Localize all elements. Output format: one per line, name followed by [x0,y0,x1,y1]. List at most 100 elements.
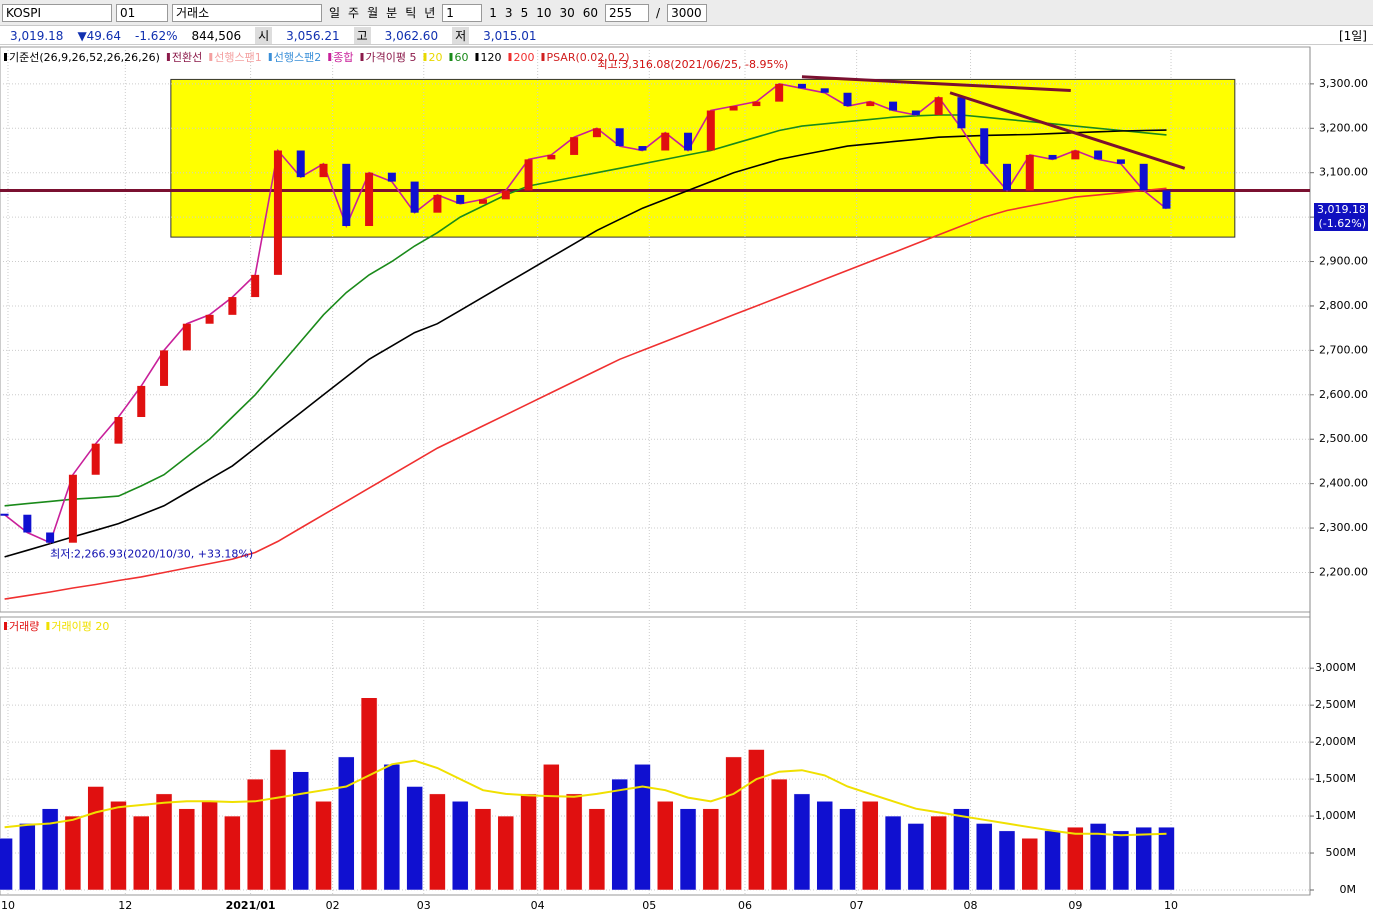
volume-bar [1044,830,1061,891]
volume-bar [862,801,879,891]
candle [319,163,328,178]
legend-swatch [328,53,332,61]
interval-button[interactable]: 3 [504,5,513,20]
candle [1116,159,1125,164]
volume-bar [816,801,833,891]
legend-item: 선행스팬1 [214,51,261,64]
timeframe[interactable]: [1일] [1338,29,1367,43]
candle [1002,163,1011,191]
candle [957,97,966,129]
count-select[interactable]: 1 [442,3,483,22]
volume-bar [793,793,811,891]
max-bars-input[interactable]: 3000 [667,3,708,22]
price-line [4,83,1167,544]
bars-input[interactable]: 255 [605,3,650,22]
market-input[interactable]: 거래소 [172,3,322,22]
x-tick-label: 08 [964,899,978,912]
candle [456,194,465,204]
x-tick-label: 05 [642,899,656,912]
legend-swatch [508,53,512,61]
symbol-input[interactable]: KOSPI [2,3,112,22]
volume-bar [998,830,1016,891]
code-input[interactable]: 01 [116,3,168,22]
separator: / [656,5,661,20]
candle [934,97,943,115]
x-tick-label: 04 [531,899,545,912]
interval-button[interactable]: 5 [520,5,529,20]
legend-item: 전환선 [172,51,202,64]
volume-bar [748,749,765,891]
candle [592,128,601,138]
candle [1025,154,1034,191]
candle [68,474,77,543]
volume-bar [679,808,697,891]
candle [684,132,693,151]
period-button[interactable]: 주 [348,6,360,20]
interval-button[interactable]: 60 [582,5,599,20]
candle [615,128,624,147]
period-button[interactable]: 월 [367,6,379,20]
volume-bar [930,815,947,891]
low-label: 저 [452,27,470,44]
volume-bar [1135,826,1152,891]
volume-bar [884,815,902,891]
open: 3,056.21 [286,28,340,43]
y-tick-label: 2,600.00 [1319,388,1368,401]
candle [661,132,670,151]
y-tick-label: 500M [1326,846,1357,859]
volume-bar [64,815,82,891]
period-button[interactable]: 년 [424,6,436,20]
y-tick-label: 2,000M [1315,735,1356,748]
interval-button[interactable]: 1 [489,5,497,20]
legend-item: 200 [513,51,534,64]
candle [547,154,556,160]
volume-bar [634,764,651,891]
chart: 10 12 2021/01 02 03 04 05 06 07 08 09 10 2,200.00 2,3… [0,46,1368,912]
volume-bar [975,823,993,891]
y-tick-label: 2,400.00 [1319,477,1368,490]
volume-bar [1067,826,1084,891]
period-button[interactable]: 일 [329,6,341,20]
volume-bar [155,793,173,891]
volume-bar [383,764,401,891]
legend-swatch [46,622,50,630]
high-label: 고 [353,27,371,44]
quote-bar: 3,019.18 ▼49.64 -1.62% 844,506 시 3,056.2… [0,27,1373,45]
legend-item: 가격이평 5 [366,51,417,64]
moving-average [4,129,1167,558]
legend-item: 거래량 [9,620,39,633]
candle [570,137,579,155]
volume-bar [224,815,241,891]
candle [911,110,920,115]
candle [1139,163,1148,191]
y-tick-label: 1,000M [1315,809,1356,822]
volume-bar [292,771,309,891]
volume-bar [543,764,560,891]
candle [729,106,738,111]
volume-bar [474,808,492,891]
volume-bar [360,697,378,891]
candle [478,199,487,204]
candle [182,323,191,351]
volume-bar [19,823,36,891]
candle [114,417,123,444]
y-tick-label: 2,900.00 [1319,255,1368,268]
trendline [801,75,1071,93]
legend-swatch [4,53,7,61]
candle [91,443,100,475]
volume-bar [338,756,355,891]
y-tick-label: 1,500M [1315,772,1356,785]
x-tick-label: 10 [1164,899,1178,912]
y-tick-label: 3,000M [1315,661,1356,674]
y-tick-label: 0M [1340,883,1357,896]
period-button[interactable]: 틱 [405,6,417,20]
volume-bar [1112,830,1130,891]
interval-button[interactable]: 30 [559,5,575,20]
volume-bar [497,815,515,891]
volume-bar [953,808,970,891]
period-button[interactable]: 분 [386,6,398,20]
interval-button[interactable]: 10 [536,5,552,20]
candle [1071,150,1080,160]
legend-item: 60 [454,51,468,64]
last-price-box [1314,203,1368,231]
